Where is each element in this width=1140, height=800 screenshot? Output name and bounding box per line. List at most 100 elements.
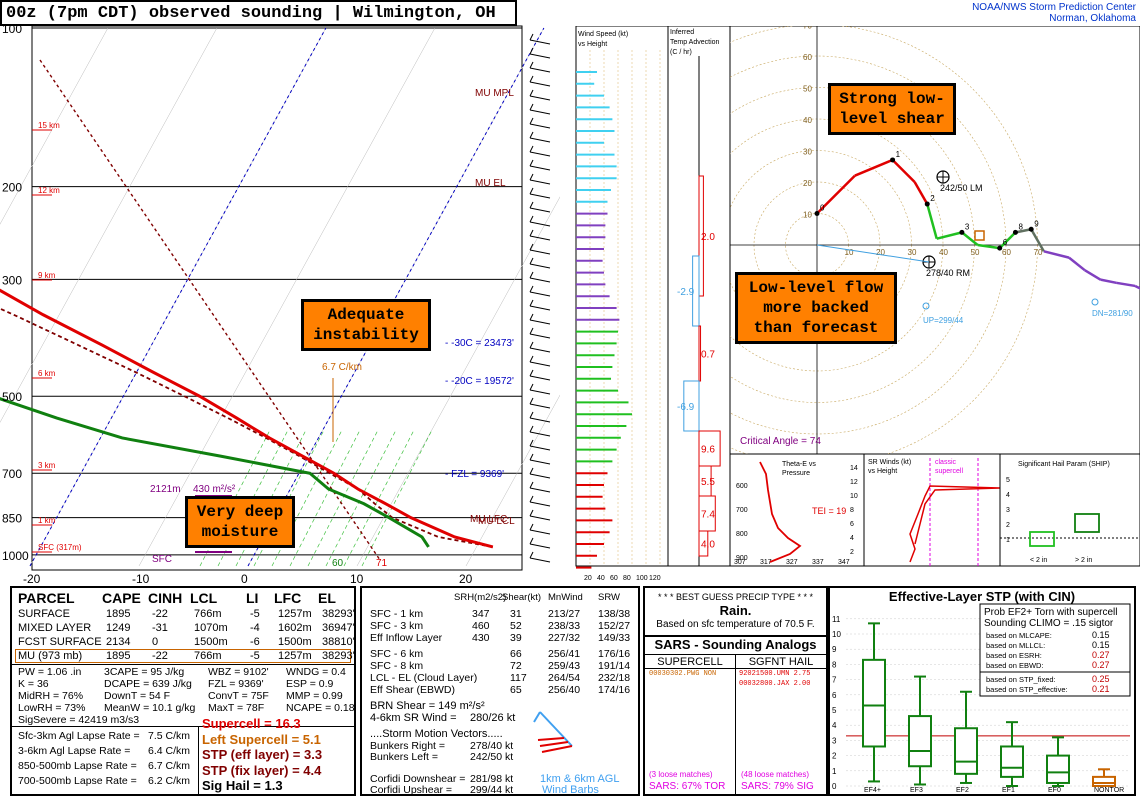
credit-line1: NOAA/NWS Storm Prediction Center <box>972 2 1136 13</box>
wind-barb <box>529 179 551 185</box>
parcel-cell: -5 <box>250 650 260 662</box>
theta-p-tick: 700 <box>736 507 748 514</box>
sars-hail-pct: SARS: 79% SIG <box>741 781 814 792</box>
stp-based2-label: based on STP_fixed: <box>986 675 1056 684</box>
isotherm <box>356 196 560 567</box>
critical-angle: Critical Angle = 74 <box>740 436 821 447</box>
wind-barb-flag <box>529 355 534 363</box>
kin-cell: 52 <box>510 620 522 632</box>
index-value: Supercell = 16.3 <box>202 716 301 731</box>
kin-label: Eff Shear (EBWD) <box>370 684 455 696</box>
parcel-cell: -22 <box>152 608 168 620</box>
sars-sc-loose: (3 loose matches) <box>649 770 713 779</box>
moist-adiabat <box>289 429 361 567</box>
credit-line2: Norman, Oklahoma <box>1049 13 1136 24</box>
stp-ytick: 3 <box>832 736 837 745</box>
hodo-km-label: 0 <box>820 204 825 213</box>
hodo-km-label: 8 <box>1018 222 1023 231</box>
hodo-ring-label-x: 60 <box>1002 248 1011 257</box>
wind-barb <box>529 207 551 213</box>
isotherm <box>138 27 436 567</box>
srw-h-tick: 10 <box>850 493 858 500</box>
isotherm <box>0 27 218 423</box>
parcel-cell: 2134 <box>106 636 131 648</box>
hodo-ring-label: 30 <box>803 148 812 157</box>
temp-adv-title: Inferred <box>670 29 694 36</box>
wind-barb <box>529 459 551 465</box>
smv-label: Corfidi Downshear = <box>370 773 466 785</box>
wind-barb-flag <box>529 425 534 433</box>
hodo-ring-label: 10 <box>803 211 812 220</box>
parcel-misc: K = 36 <box>18 678 49 690</box>
ship-box-low <box>1029 531 1055 547</box>
wind-tick: 120 <box>649 575 661 582</box>
wind-barb <box>529 529 551 535</box>
temp-tick: 20 <box>459 572 473 586</box>
pressure-label: 500 <box>2 390 22 404</box>
srw-note2: supercell <box>935 468 963 475</box>
stp-based-value: 0.15 <box>1092 640 1110 650</box>
kin-cell: 152/27 <box>598 620 631 632</box>
srw-title: SR Winds (kt) <box>868 459 911 466</box>
isotherm <box>0 27 109 225</box>
hodo-ring-label-x: 30 <box>908 248 917 257</box>
parcel-cell: MIXED LAYER <box>18 622 92 634</box>
wind-speed-subtitle: vs Height <box>578 41 607 48</box>
mu-lcl: MU LCL <box>478 516 515 527</box>
wind-barb <box>529 235 551 241</box>
stp-prob-box <box>979 603 1131 697</box>
hodo-segment <box>1030 228 1045 252</box>
parcel-header: EL <box>318 590 336 606</box>
wind-barb <box>529 193 551 199</box>
wind-barb-flag <box>529 103 534 111</box>
stp-ytick: 10 <box>832 630 841 639</box>
parcel-misc: ConvT = 75F <box>208 690 269 702</box>
sr-wind-value: 280/26 kt <box>470 712 516 724</box>
stp-box <box>862 658 886 748</box>
hodo-up-marker <box>922 302 930 310</box>
wind-barb-flag <box>529 229 534 237</box>
parcel-cell: 38810' <box>322 636 355 648</box>
credit: NOAA/NWS Storm Prediction Center Norman,… <box>972 2 1136 24</box>
ship-tick: 4 <box>1006 492 1010 499</box>
theta-p-tick: 600 <box>736 483 748 490</box>
hodo-km-label: 1 <box>896 150 901 159</box>
kin-cell: 31 <box>510 608 522 620</box>
srw-trace <box>909 485 1001 563</box>
smv-label: Bunkers Right = <box>370 740 445 752</box>
theta-subtitle: Pressure <box>782 470 810 477</box>
hodo-dn-label: DN=281/90 <box>1092 309 1133 318</box>
height-label: 6 km <box>38 369 56 378</box>
parcel-misc: MidRH = 76% <box>18 690 84 702</box>
ship-low: < 2 in <box>1030 557 1047 564</box>
stp-ytick: 6 <box>832 691 837 700</box>
parcel-divider <box>12 664 354 665</box>
temp-tick: -20 <box>23 572 41 586</box>
theta-x-tick: 327 <box>786 559 798 566</box>
wind-barb <box>529 389 551 395</box>
wind-barb-flag <box>529 313 534 321</box>
parcel-cell: FCST SURFACE <box>18 636 102 648</box>
stp-category: EF4+ <box>864 787 881 794</box>
temp-adv-label: 5.5 <box>701 477 715 488</box>
stp-ytick: 8 <box>832 660 837 669</box>
temp-adv-units: (C / hr) <box>670 49 692 56</box>
precip-sars-panel: * * * BEST GUESS PRECIP TYPE * * * Rain.… <box>643 586 828 796</box>
wind-barb <box>529 375 551 381</box>
barb-label2: Wind Barbs <box>542 784 599 796</box>
kin-cell: 264/54 <box>548 672 581 684</box>
lapse-value: 6.4 C/km <box>148 745 191 757</box>
hodo-segment <box>1068 256 1086 272</box>
smv-value: 281/98 kt <box>470 773 514 785</box>
hodo-km-label: 9 <box>1034 219 1039 228</box>
wind-barb <box>529 123 551 129</box>
kin-cell: 227/32 <box>548 632 581 644</box>
temp-adv-label: 4.0 <box>701 540 715 551</box>
parcel-cell: 1895 <box>106 650 131 662</box>
hodo-km-dot <box>924 201 930 207</box>
wind-barb <box>529 501 551 507</box>
precip-header: * * * BEST GUESS PRECIP TYPE * * * <box>657 592 814 602</box>
kin-cell: 256/41 <box>548 648 581 660</box>
